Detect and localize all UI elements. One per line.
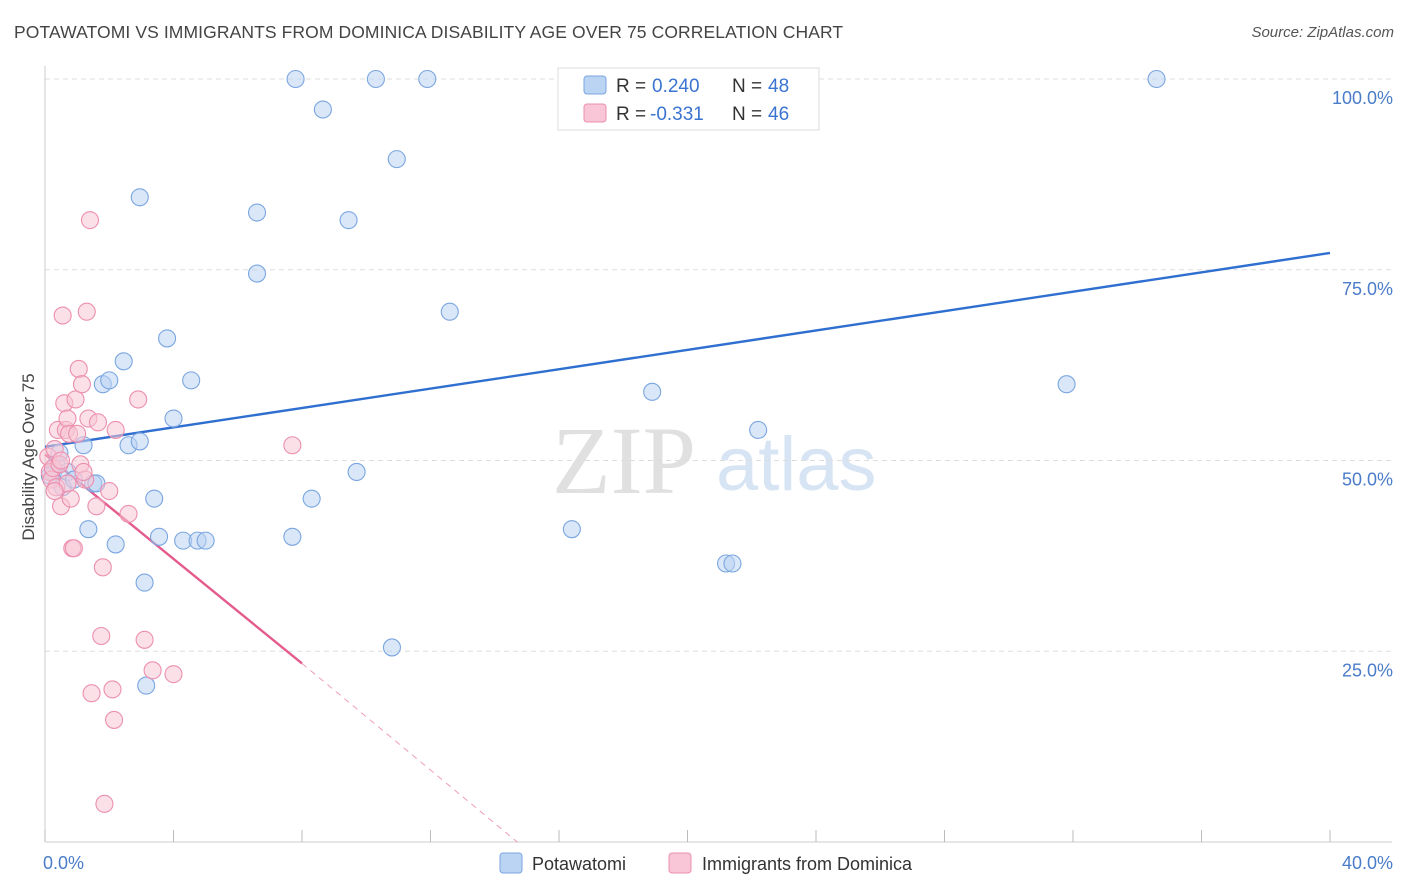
legend-r-value-2: -0.331: [650, 104, 704, 125]
correlation-legend: R = 0.240 N = 48 R = -0.331 N = 46: [557, 67, 820, 131]
bottom-legend-swatch-dominica: [668, 852, 692, 874]
point-potawatomi: [106, 535, 125, 554]
point-dominica: [77, 302, 96, 321]
point-dominica: [87, 497, 106, 516]
point-potawatomi: [145, 489, 164, 508]
point-potawatomi: [149, 527, 169, 546]
legend-r-label-2: R =: [616, 104, 646, 125]
legend-swatch-pink: [583, 103, 607, 123]
point-potawatomi: [382, 638, 402, 657]
chart-source: Source: ZipAtlas.com: [1251, 24, 1394, 41]
point-potawatomi: [79, 520, 98, 539]
y-tick-label: 50.0%: [1342, 470, 1393, 490]
point-dominica: [53, 306, 72, 325]
y-tick-labels: 25.0% 50.0% 75.0% 100.0%: [1332, 88, 1393, 680]
point-potawatomi: [286, 69, 305, 89]
point-potawatomi: [158, 329, 177, 348]
trend-line-potawatomi: [44, 251, 1331, 448]
point-dominica: [95, 794, 114, 813]
legend-r-value-1: 0.240: [652, 76, 700, 97]
watermark-atlas: atlas: [716, 422, 877, 507]
legend-r-label-1: R =: [616, 76, 646, 97]
point-potawatomi: [562, 520, 581, 539]
point-potawatomi: [283, 527, 302, 546]
point-dominica: [68, 424, 87, 443]
y-tick-label: 75.0%: [1342, 279, 1393, 299]
point-dominica: [82, 684, 101, 703]
point-dominica: [45, 481, 64, 501]
point-dominica: [72, 375, 91, 394]
legend-n-label-2: N =: [732, 104, 762, 125]
point-dominica: [164, 665, 183, 684]
bottom-legend-swatch-potawatomi: [499, 852, 523, 874]
y-tick-label: 25.0%: [1342, 660, 1393, 680]
point-dominica: [135, 630, 154, 649]
point-dominica: [64, 539, 83, 558]
point-potawatomi: [643, 382, 662, 401]
point-dominica: [283, 436, 302, 455]
point-dominica: [129, 390, 148, 409]
point-potawatomi: [100, 371, 119, 390]
x-tick-label: 0.0%: [43, 853, 84, 873]
y-tick-label: 100.0%: [1332, 88, 1393, 108]
point-potawatomi: [135, 573, 154, 592]
point-dominica: [143, 661, 162, 680]
point-dominica: [105, 710, 124, 729]
point-potawatomi: [440, 302, 459, 321]
data-points: [39, 69, 1166, 813]
point-potawatomi: [418, 69, 437, 89]
point-dominica: [66, 390, 85, 409]
point-dominica: [103, 680, 122, 699]
point-potawatomi: [387, 150, 406, 169]
point-potawatomi: [164, 409, 183, 428]
point-dominica: [52, 451, 71, 470]
point-potawatomi: [1147, 69, 1166, 89]
point-potawatomi: [723, 554, 742, 573]
bottom-legend-label-dominica: Immigrants from Dominica: [702, 854, 913, 874]
x-tick-label: 40.0%: [1342, 853, 1393, 873]
point-potawatomi: [366, 69, 385, 89]
point-dominica: [100, 481, 119, 501]
point-dominica: [80, 211, 100, 230]
point-dominica: [119, 504, 138, 523]
point-potawatomi: [1057, 375, 1076, 394]
point-dominica: [74, 462, 93, 481]
point-dominica: [58, 409, 77, 428]
trend-line-dominica-extension: [301, 663, 518, 843]
series-legend: Potawatomi Immigrants from Dominica: [499, 852, 913, 874]
point-potawatomi: [302, 489, 321, 508]
legend-n-value-1: 48: [768, 76, 789, 97]
legend-swatch-blue: [583, 75, 607, 95]
point-potawatomi: [182, 371, 201, 390]
point-potawatomi: [130, 188, 149, 207]
point-potawatomi: [339, 211, 358, 230]
point-dominica: [61, 489, 80, 508]
point-dominica: [88, 413, 108, 432]
x-tick-labels: 0.0% 40.0%: [43, 853, 1393, 873]
bottom-legend-label-potawatomi: Potawatomi: [532, 854, 626, 874]
point-dominica: [106, 420, 125, 440]
point-potawatomi: [137, 676, 156, 695]
point-potawatomi: [196, 531, 215, 550]
point-dominica: [69, 359, 88, 378]
trend-lines: [44, 251, 1331, 843]
point-potawatomi: [313, 100, 332, 119]
point-potawatomi: [749, 420, 768, 440]
legend-n-value-2: 46: [768, 104, 789, 125]
point-dominica: [92, 626, 111, 646]
point-potawatomi: [347, 462, 366, 481]
point-potawatomi: [247, 203, 267, 222]
y-axis-label: Disability Age Over 75: [19, 373, 38, 540]
chart-title: POTAWATOMI VS IMMIGRANTS FROM DOMINICA D…: [14, 22, 844, 42]
point-dominica: [93, 558, 112, 577]
point-potawatomi: [247, 264, 267, 283]
point-potawatomi: [114, 352, 133, 371]
legend-n-label-1: N =: [732, 76, 762, 97]
point-potawatomi: [130, 432, 149, 451]
